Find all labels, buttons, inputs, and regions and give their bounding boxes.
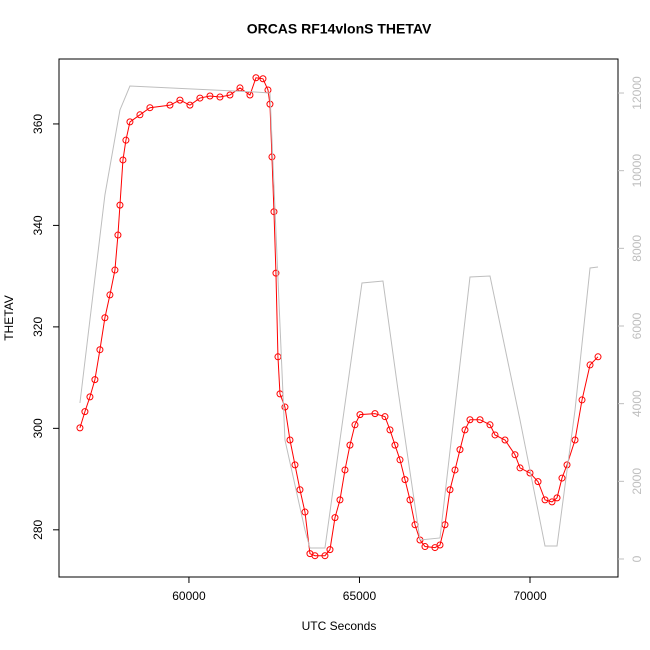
data-point [466, 416, 474, 424]
data-point [96, 346, 104, 354]
data-point [461, 426, 469, 434]
data-point [351, 421, 359, 429]
data-point [371, 410, 379, 418]
x-axis-label: UTC Seconds [302, 619, 377, 633]
plot-frame [58, 58, 619, 578]
data-point [401, 476, 409, 484]
y2-tick-label: 0 [630, 555, 644, 562]
data-point [114, 231, 122, 239]
data-point [311, 552, 319, 560]
chart-title: ORCAS RF14vlonS THETAV [247, 21, 432, 37]
y-tick-label: 320 [31, 317, 45, 337]
x-tick-label: 65000 [343, 589, 377, 603]
series-line [79, 77, 599, 557]
data-point [122, 136, 130, 144]
data-point [321, 552, 329, 560]
data-point [76, 424, 84, 432]
data-point [301, 508, 309, 516]
data-point [356, 411, 364, 419]
data-point [341, 466, 349, 474]
data-point [578, 396, 586, 404]
y-tick-label: 300 [31, 418, 45, 438]
y2-tick-label: 4000 [630, 390, 644, 417]
data-point [381, 413, 389, 421]
data-point [176, 96, 184, 104]
data-point [272, 269, 280, 277]
data-point [86, 393, 94, 401]
data-point [216, 93, 224, 101]
data-point [516, 464, 524, 472]
data-point [111, 266, 119, 274]
data-point [146, 104, 154, 112]
data-point [206, 92, 214, 100]
data-point [391, 441, 399, 449]
data-point [326, 546, 334, 554]
y2-tick-label: 6000 [630, 312, 644, 339]
data-point [281, 403, 289, 411]
data-point [406, 496, 414, 504]
data-point [446, 486, 454, 494]
y-tick-label: 280 [31, 519, 45, 539]
x-tick-label: 70000 [513, 589, 547, 603]
data-point [291, 461, 299, 469]
data-point [548, 498, 556, 506]
data-point [252, 74, 260, 82]
data-point [511, 451, 519, 459]
data-point [476, 416, 484, 424]
x-tick-label: 60000 [172, 589, 206, 603]
data-point [534, 478, 542, 486]
y2-tick-label: 12000 [630, 76, 644, 110]
data-point [456, 446, 464, 454]
data-point [501, 436, 509, 444]
data-point [81, 408, 89, 416]
data-point [166, 101, 174, 109]
y2-tick-label: 2000 [630, 468, 644, 495]
data-point [396, 456, 404, 464]
data-point [486, 421, 494, 429]
y2-tick-label: 8000 [630, 235, 644, 262]
data-point [331, 514, 339, 522]
data-point [541, 496, 549, 504]
data-point [571, 436, 579, 444]
data-point [386, 426, 394, 434]
y-tick-label: 360 [31, 114, 45, 134]
data-point [226, 91, 234, 99]
data-point [106, 291, 114, 299]
data-point [101, 314, 109, 322]
y-axis-label: THETAV [2, 295, 16, 341]
data-point [286, 436, 294, 444]
data-point [186, 101, 194, 109]
data-point [553, 494, 561, 502]
data-point [451, 466, 459, 474]
data-point [259, 75, 267, 83]
data-point [268, 153, 276, 161]
data-point [436, 541, 444, 549]
data-point [136, 111, 144, 119]
data-point [91, 376, 99, 384]
data-point [270, 208, 278, 216]
data-point [126, 118, 134, 126]
data-point [196, 94, 204, 102]
series-line [79, 85, 599, 549]
data-point [296, 486, 304, 494]
data-point [586, 361, 594, 369]
data-point [119, 156, 127, 164]
data-point [346, 441, 354, 449]
data-point [594, 353, 602, 361]
data-point [491, 431, 499, 439]
data-point [558, 474, 566, 482]
data-point [116, 201, 124, 209]
data-point [421, 543, 429, 551]
y-tick-label: 340 [31, 215, 45, 235]
data-point [336, 496, 344, 504]
y2-tick-label: 10000 [630, 154, 644, 188]
